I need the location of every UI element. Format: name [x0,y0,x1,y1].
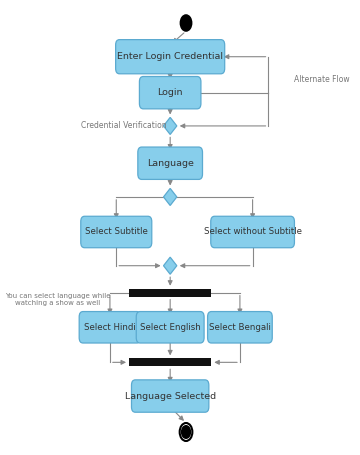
Circle shape [180,15,192,31]
Text: Language Selected: Language Selected [125,392,216,400]
Text: You can select language while
watching a show as well: You can select language while watching a… [5,293,111,306]
Text: Select without Subtitle: Select without Subtitle [204,228,302,237]
FancyBboxPatch shape [81,216,152,248]
Text: Credential Verification: Credential Verification [81,121,167,131]
Polygon shape [163,188,177,206]
Polygon shape [163,117,177,135]
Text: Select Bengali: Select Bengali [209,323,271,332]
FancyBboxPatch shape [211,216,294,248]
Circle shape [181,426,190,438]
Bar [129,358,211,366]
FancyBboxPatch shape [131,380,209,412]
FancyBboxPatch shape [138,147,203,179]
Text: Alternate Flow: Alternate Flow [294,75,350,84]
Text: Select Hindi: Select Hindi [84,323,136,332]
FancyBboxPatch shape [116,40,225,74]
FancyBboxPatch shape [139,76,201,109]
Text: Select Subtitle: Select Subtitle [85,228,148,237]
Bar [129,288,211,297]
Text: Language: Language [147,159,194,168]
FancyBboxPatch shape [208,312,272,343]
FancyBboxPatch shape [79,312,141,343]
FancyBboxPatch shape [136,312,204,343]
Text: Enter Login Credential: Enter Login Credential [117,52,223,61]
Text: Login: Login [157,88,183,97]
Polygon shape [163,257,177,274]
Text: Select English: Select English [140,323,201,332]
